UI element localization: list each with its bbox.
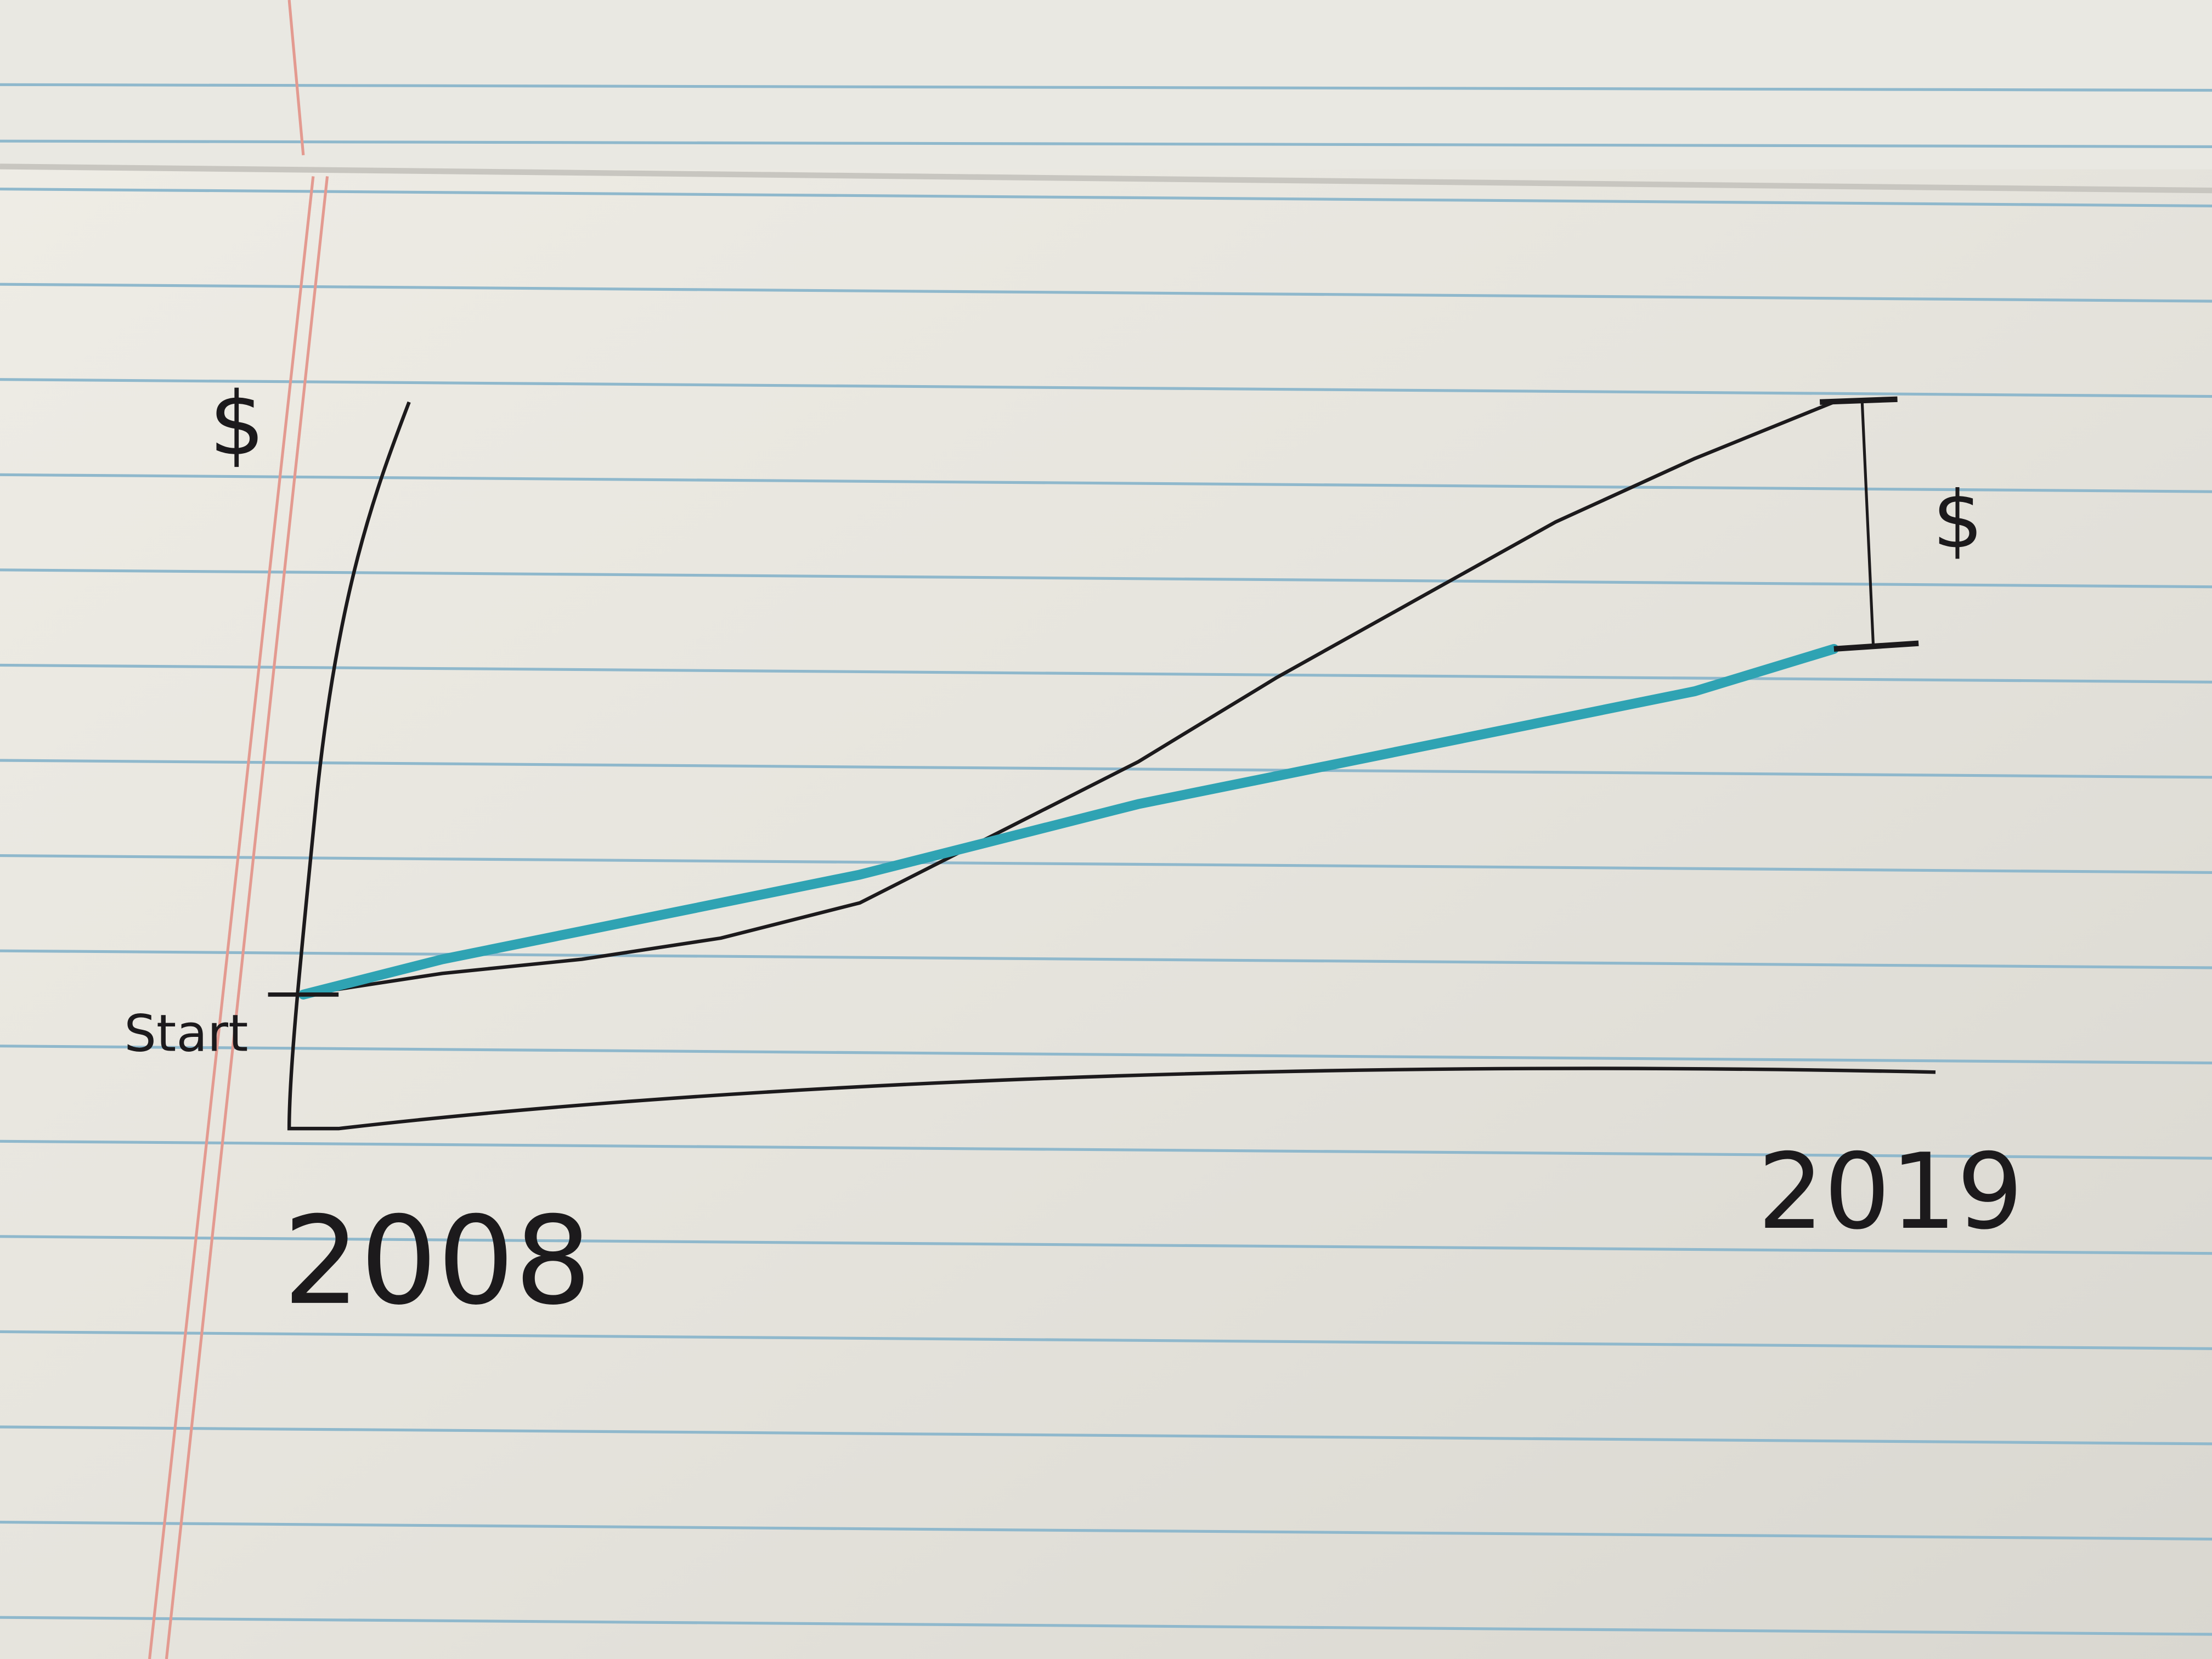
- y-axis-label: $: [209, 373, 264, 475]
- ruled-line: [0, 1330, 2212, 1350]
- ruled-line: [0, 139, 2212, 148]
- x-tick-label: 2019: [1758, 1131, 2023, 1252]
- ruled-line: [0, 854, 2212, 874]
- ruled-line: [0, 378, 2212, 398]
- start-label: Start: [124, 1003, 248, 1063]
- margin-line: [148, 176, 315, 1659]
- ruled-line: [0, 1425, 2212, 1446]
- data-line: [298, 644, 1839, 1000]
- ruled-lines: [0, 83, 2212, 1636]
- ruled-line: [0, 1521, 2212, 1541]
- ruled-line: [0, 1616, 2212, 1636]
- ruled-line: [0, 1045, 2212, 1065]
- ruled-line: [0, 759, 2212, 779]
- ruled-line: [0, 949, 2212, 969]
- gap-bracket: [1860, 402, 1875, 649]
- gap-cap: [1819, 396, 1898, 405]
- margin-line: [165, 176, 329, 1659]
- ruled-line: [0, 663, 2212, 684]
- ruled-line: [0, 83, 2212, 92]
- ruled-line: [0, 283, 2212, 303]
- ruled-line: [0, 1235, 2212, 1255]
- x-tick-label: 2008: [283, 1191, 592, 1332]
- axes: [287, 401, 1936, 1131]
- gap-label: $: [1933, 473, 1983, 566]
- ruled-line: [0, 473, 2212, 493]
- gap-cap: [1833, 640, 1919, 652]
- ruled-line: [0, 188, 2212, 207]
- ruled-line: [0, 1139, 2212, 1160]
- sheet-edge: [0, 163, 2212, 194]
- ruled-line: [0, 568, 2212, 589]
- data-line: [301, 400, 1836, 997]
- margin-line: [287, 0, 305, 156]
